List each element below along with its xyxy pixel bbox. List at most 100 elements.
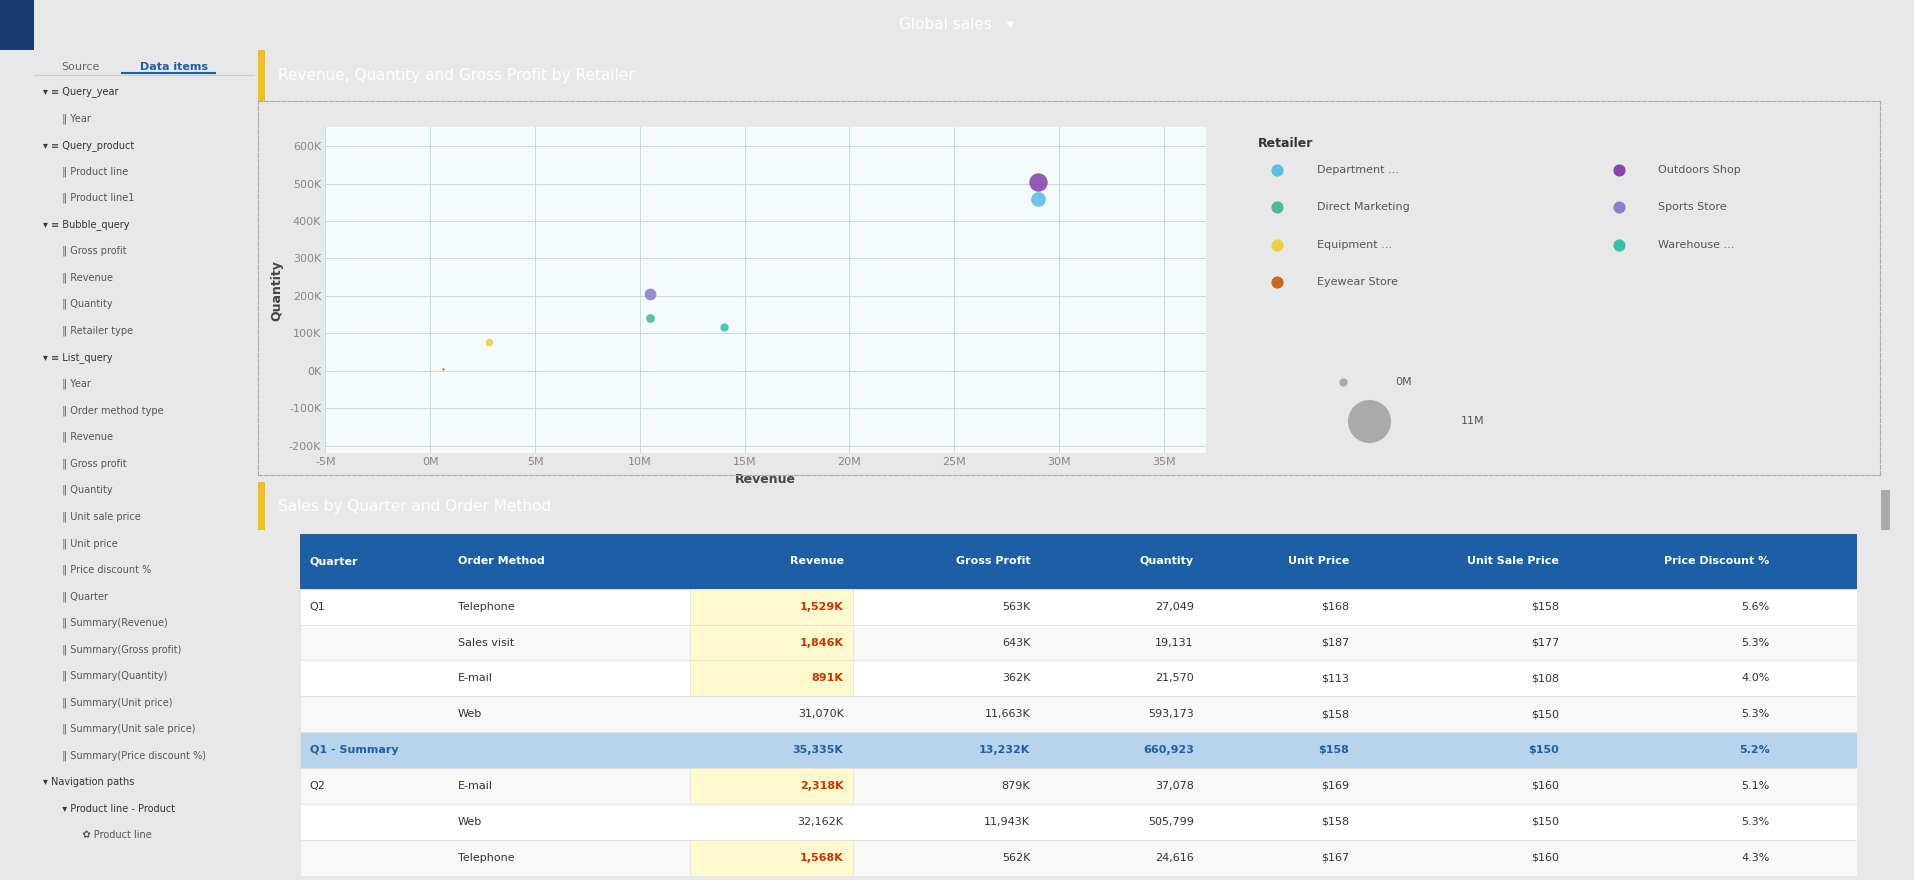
Text: ▾ Product line - Product: ▾ Product line - Product — [57, 803, 176, 814]
Text: 5.3%: 5.3% — [1742, 709, 1769, 719]
Point — [1604, 163, 1635, 177]
Text: Warehouse ...: Warehouse ... — [1658, 239, 1734, 250]
Text: $168: $168 — [1321, 602, 1349, 612]
Text: Source: Source — [61, 62, 100, 72]
Text: 19,131: 19,131 — [1154, 638, 1194, 648]
Point — [1022, 174, 1053, 188]
FancyBboxPatch shape — [300, 625, 1857, 661]
Y-axis label: Quantity: Quantity — [270, 260, 283, 320]
Text: $108: $108 — [1531, 673, 1560, 684]
Text: Sales by Quarter and Order Method: Sales by Quarter and Order Method — [278, 498, 551, 514]
Text: 5.1%: 5.1% — [1742, 781, 1769, 791]
FancyBboxPatch shape — [300, 589, 1857, 625]
FancyBboxPatch shape — [300, 804, 1857, 840]
Text: Global sales   ▾: Global sales ▾ — [900, 18, 1014, 33]
Text: 643K: 643K — [1001, 638, 1030, 648]
Text: ‖ Unit sale price: ‖ Unit sale price — [57, 511, 142, 522]
Text: $169: $169 — [1321, 781, 1349, 791]
Bar — [1881, 490, 1889, 530]
Text: Unit Price: Unit Price — [1288, 556, 1349, 567]
Text: 562K: 562K — [1001, 853, 1030, 862]
Text: 32,162K: 32,162K — [798, 817, 844, 827]
Text: Data items: Data items — [140, 62, 209, 72]
Text: ▾ ≡ Bubble_query: ▾ ≡ Bubble_query — [44, 219, 130, 231]
Text: ‖ Product line1: ‖ Product line1 — [57, 193, 134, 203]
Text: E-mail: E-mail — [457, 781, 492, 791]
Text: Sales visit: Sales visit — [457, 638, 515, 648]
Text: Equipment ...: Equipment ... — [1317, 239, 1391, 250]
Text: Web: Web — [457, 709, 482, 719]
Text: ‖ Product line: ‖ Product line — [57, 166, 128, 177]
Text: 660,923: 660,923 — [1143, 745, 1194, 755]
Text: ‖ Summary(Gross profit): ‖ Summary(Gross profit) — [57, 644, 182, 655]
Text: $158: $158 — [1321, 709, 1349, 719]
Text: Q1 - Summary: Q1 - Summary — [310, 745, 398, 755]
Point — [1604, 200, 1635, 214]
Text: Revenue, Quantity and Gross Profit by Retailer: Revenue, Quantity and Gross Profit by Re… — [278, 68, 635, 83]
Point — [427, 363, 457, 377]
Text: ‖ Unit price: ‖ Unit price — [57, 538, 119, 548]
Point — [1261, 238, 1292, 252]
Text: ‖ Summary(Unit sale price): ‖ Summary(Unit sale price) — [57, 724, 195, 735]
Text: $177: $177 — [1531, 638, 1560, 648]
Text: Revenue: Revenue — [790, 556, 844, 567]
Text: ‖ Revenue: ‖ Revenue — [57, 432, 113, 443]
Text: Eyewear Store: Eyewear Store — [1317, 277, 1397, 287]
Text: ‖ Order method type: ‖ Order method type — [57, 405, 165, 415]
Text: E-mail: E-mail — [457, 673, 492, 684]
Text: Retailer: Retailer — [1257, 137, 1313, 150]
Text: ▾ Navigation paths: ▾ Navigation paths — [44, 777, 134, 787]
Text: 505,799: 505,799 — [1148, 817, 1194, 827]
Text: ‖ Summary(Price discount %): ‖ Summary(Price discount %) — [57, 751, 207, 761]
FancyBboxPatch shape — [300, 696, 1857, 732]
Text: 4.0%: 4.0% — [1742, 673, 1769, 684]
Point — [635, 312, 666, 326]
Text: Web: Web — [457, 817, 482, 827]
Text: 5.6%: 5.6% — [1742, 602, 1769, 612]
Text: 1,529K: 1,529K — [800, 602, 844, 612]
Text: 891K: 891K — [812, 673, 844, 684]
Text: 4.3%: 4.3% — [1742, 853, 1769, 862]
Text: Sports Store: Sports Store — [1658, 202, 1726, 212]
FancyBboxPatch shape — [300, 732, 1857, 768]
Text: Quantity: Quantity — [1139, 556, 1194, 567]
Point — [1261, 275, 1292, 290]
Text: Telephone: Telephone — [457, 853, 515, 862]
Text: Unit Sale Price: Unit Sale Price — [1468, 556, 1560, 567]
Text: 0M: 0M — [1395, 377, 1413, 386]
Text: $150: $150 — [1531, 817, 1560, 827]
Text: $158: $158 — [1321, 817, 1349, 827]
Text: ‖ Quantity: ‖ Quantity — [57, 485, 113, 495]
Text: Q1: Q1 — [310, 602, 325, 612]
Text: 5.2%: 5.2% — [1738, 745, 1769, 755]
Text: $160: $160 — [1531, 781, 1560, 791]
Point — [473, 334, 503, 348]
Text: Gross Profit: Gross Profit — [955, 556, 1030, 567]
Text: Telephone: Telephone — [457, 602, 515, 612]
Text: 11,663K: 11,663K — [984, 709, 1030, 719]
Text: 31,070K: 31,070K — [798, 709, 844, 719]
Point — [1604, 238, 1635, 252]
Text: 563K: 563K — [1003, 602, 1030, 612]
Text: $160: $160 — [1531, 853, 1560, 862]
Text: 2,318K: 2,318K — [800, 781, 844, 791]
Text: ‖ Revenue: ‖ Revenue — [57, 273, 113, 283]
Text: $158: $158 — [1531, 602, 1560, 612]
Text: $113: $113 — [1321, 673, 1349, 684]
Text: 5.3%: 5.3% — [1742, 638, 1769, 648]
FancyBboxPatch shape — [689, 840, 854, 876]
Text: 5.3%: 5.3% — [1742, 817, 1769, 827]
Text: $167: $167 — [1321, 853, 1349, 862]
Point — [1353, 414, 1384, 428]
Text: 362K: 362K — [1001, 673, 1030, 684]
FancyBboxPatch shape — [689, 661, 854, 696]
Text: Outdoors Shop: Outdoors Shop — [1658, 165, 1742, 175]
Text: 13,232K: 13,232K — [980, 745, 1030, 755]
Bar — [258, 50, 264, 101]
Text: ‖ Summary(Unit price): ‖ Summary(Unit price) — [57, 697, 172, 708]
Text: ‖ Gross profit: ‖ Gross profit — [57, 246, 126, 256]
Point — [1261, 200, 1292, 214]
Text: 24,616: 24,616 — [1154, 853, 1194, 862]
Point — [1022, 192, 1053, 206]
Text: 879K: 879K — [1001, 781, 1030, 791]
